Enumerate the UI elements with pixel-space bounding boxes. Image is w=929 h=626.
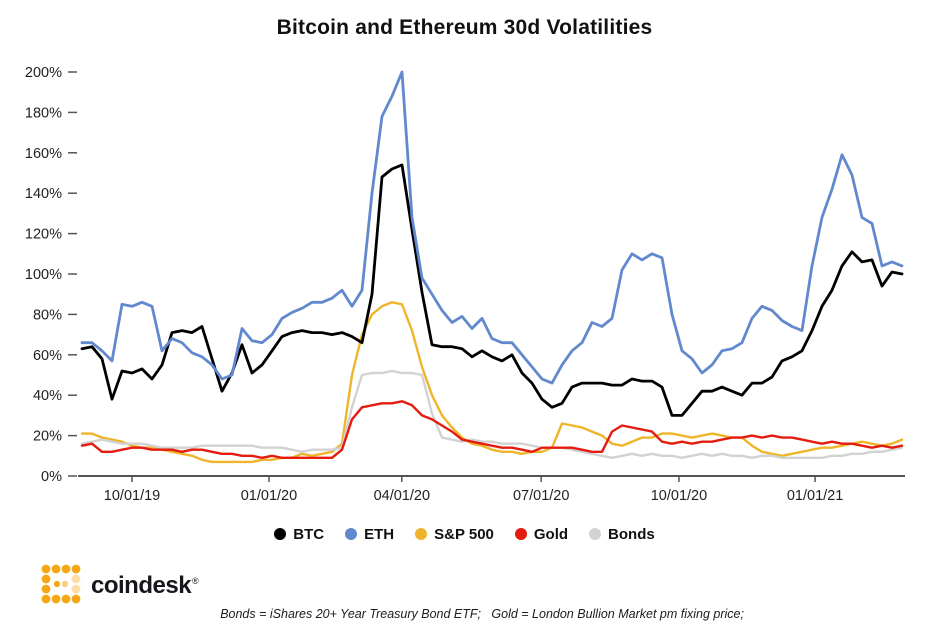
legend-label-eth: ETH — [364, 525, 395, 543]
svg-text:160%: 160% — [25, 146, 62, 162]
coindesk-logo: coindesk® — [40, 560, 199, 607]
svg-text:180%: 180% — [25, 105, 62, 121]
legend-item-gold: Gold — [514, 525, 569, 543]
svg-text:140%: 140% — [25, 186, 62, 202]
legend-item-bonds: Bonds — [589, 526, 655, 543]
brand-wordmark: coindesk® — [91, 572, 199, 599]
btc-dot-icon — [274, 528, 287, 540]
registered-mark: ® — [192, 576, 199, 586]
svg-text:04/01/20: 04/01/20 — [374, 488, 430, 504]
svg-text:200%: 200% — [25, 65, 62, 81]
legend-label-gold: Gold — [533, 525, 569, 543]
volatility-line-chart: 0% 20% 40% 60% 80% 100% 120% 140% 160% 180% 200% 10… — [25, 65, 905, 504]
legend-label-bonds: Bonds — [608, 525, 655, 543]
svg-text:20%: 20% — [33, 429, 62, 445]
gold-dot-icon — [514, 528, 527, 540]
svg-text:01/01/20: 01/01/20 — [241, 488, 297, 504]
footer: coindesk® Bonds = iShares 20+ Year Treas… — [40, 558, 900, 626]
svg-text:40%: 40% — [33, 388, 62, 404]
bonds-dot-icon — [589, 528, 602, 540]
legend-label-btc: BTC — [293, 525, 325, 543]
coindesk-logo-icon — [41, 564, 81, 603]
legend-item-btc: BTC — [274, 526, 324, 543]
svg-text:120%: 120% — [25, 227, 62, 243]
footnotes: Bonds = iShares 20+ Year Treasury Bond E… — [220, 564, 744, 626]
svg-text:01/01/21: 01/01/21 — [787, 488, 843, 504]
chart-title: Bitcoin and Ethereum 30d Volatilities — [276, 16, 653, 39]
svg-text:10/01/20: 10/01/20 — [651, 488, 707, 504]
legend-item-eth: ETH — [345, 526, 394, 543]
chart-legend: BTC ETH S&P 500 Gold Bonds — [0, 521, 929, 547]
svg-text:80%: 80% — [33, 307, 62, 323]
legend-label-sp500: S&P 500 — [434, 525, 494, 543]
legend-item-sp500: S&P 500 — [415, 526, 494, 543]
eth-dot-icon — [345, 528, 358, 540]
svg-text:100%: 100% — [25, 267, 62, 283]
svg-text:10/01/19: 10/01/19 — [104, 488, 160, 504]
svg-text:60%: 60% — [33, 348, 62, 364]
footnote-line1: Bonds = iShares 20+ Year Treasury Bond E… — [220, 607, 744, 621]
svg-text:07/01/20: 07/01/20 — [513, 488, 569, 504]
svg-text:0%: 0% — [41, 469, 62, 485]
sp500-dot-icon — [415, 528, 428, 540]
